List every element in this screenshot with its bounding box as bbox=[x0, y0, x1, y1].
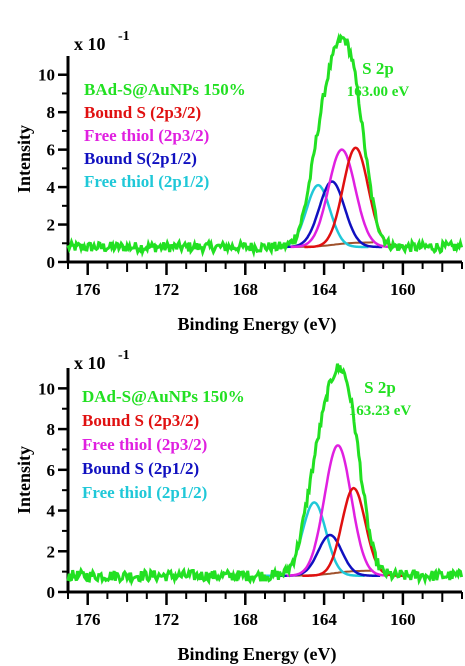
xps-panel-top: 176 172 168 164 160 0 2 4 6 8 10 x 10 -1 Binding Ener… bbox=[14, 29, 464, 335]
measured-spectrum-curve bbox=[66, 32, 464, 258]
y-tick-label: 8 bbox=[47, 420, 56, 439]
legend-entry: Bound S (2p1/2) bbox=[82, 459, 199, 478]
measured-spectrum-curve bbox=[66, 363, 464, 587]
peak-annotation: 163.00 eV bbox=[347, 84, 410, 100]
legend-entry: Free thiol (2p3/2) bbox=[82, 435, 207, 454]
peak-curve bbox=[290, 148, 393, 249]
legend-entry: Bound S (2p3/2) bbox=[84, 103, 201, 122]
x-axis-title: Binding Energy (eV) bbox=[177, 314, 336, 335]
peak-curve bbox=[304, 146, 406, 249]
x-tick-label: 176 bbox=[75, 280, 101, 299]
x-tick-label: 164 bbox=[311, 280, 337, 299]
x-tick-label: 176 bbox=[75, 610, 101, 629]
y-tick-label: 4 bbox=[47, 178, 56, 197]
y-axis-title: Intensity bbox=[14, 446, 34, 514]
y-axis-title: Intensity bbox=[14, 125, 34, 193]
x-tick-label: 164 bbox=[311, 610, 337, 629]
x-tick-label: 172 bbox=[154, 280, 180, 299]
legend-entry: Bound S (2p3/2) bbox=[82, 411, 199, 430]
peak-annotation: S 2p bbox=[362, 59, 394, 78]
y-tick-label: 0 bbox=[47, 253, 56, 272]
peak-annotation: 163.23 eV bbox=[349, 403, 412, 419]
legend-entry: Bound S(2p1/2) bbox=[84, 149, 197, 168]
y-tick-label: 4 bbox=[47, 502, 56, 521]
x-tick-label: 172 bbox=[154, 610, 180, 629]
x-tick-label: 160 bbox=[390, 610, 416, 629]
legend-entry: BAd-S@AuNPs 150% bbox=[84, 80, 246, 99]
legend-entry: Free thiol (2p1/2) bbox=[82, 483, 207, 502]
peak-curve bbox=[286, 444, 389, 577]
xps-panel-bottom: 176 172 168 164 160 0 2 4 6 8 10 x 10 -1 Binding Ener… bbox=[14, 348, 464, 665]
x-axis-title: Binding Energy (eV) bbox=[177, 644, 336, 665]
y-tick-label: 0 bbox=[47, 583, 56, 602]
legend-entry: DAd-S@AuNPs 150% bbox=[82, 387, 245, 406]
y-multiplier-label: x 10 bbox=[74, 34, 106, 54]
y-tick-label: 2 bbox=[47, 216, 56, 235]
y-tick-label: 10 bbox=[38, 379, 55, 398]
y-tick-label: 6 bbox=[47, 461, 56, 480]
legend-entry: Free thiol (2p1/2) bbox=[84, 172, 209, 191]
x-tick-label: 160 bbox=[390, 280, 416, 299]
y-tick-label: 2 bbox=[47, 542, 56, 561]
y-multiplier-exponent: -1 bbox=[118, 29, 130, 44]
x-tick-label: 168 bbox=[233, 280, 259, 299]
y-tick-label: 8 bbox=[47, 103, 56, 122]
legend-entry: Free thiol (2p3/2) bbox=[84, 126, 209, 145]
x-tick-label: 168 bbox=[233, 610, 259, 629]
y-tick-label: 10 bbox=[38, 66, 55, 85]
y-multiplier-label: x 10 bbox=[74, 353, 106, 373]
y-multiplier-exponent: -1 bbox=[118, 348, 130, 363]
y-tick-label: 6 bbox=[47, 141, 56, 160]
peak-annotation: S 2p bbox=[364, 378, 396, 397]
